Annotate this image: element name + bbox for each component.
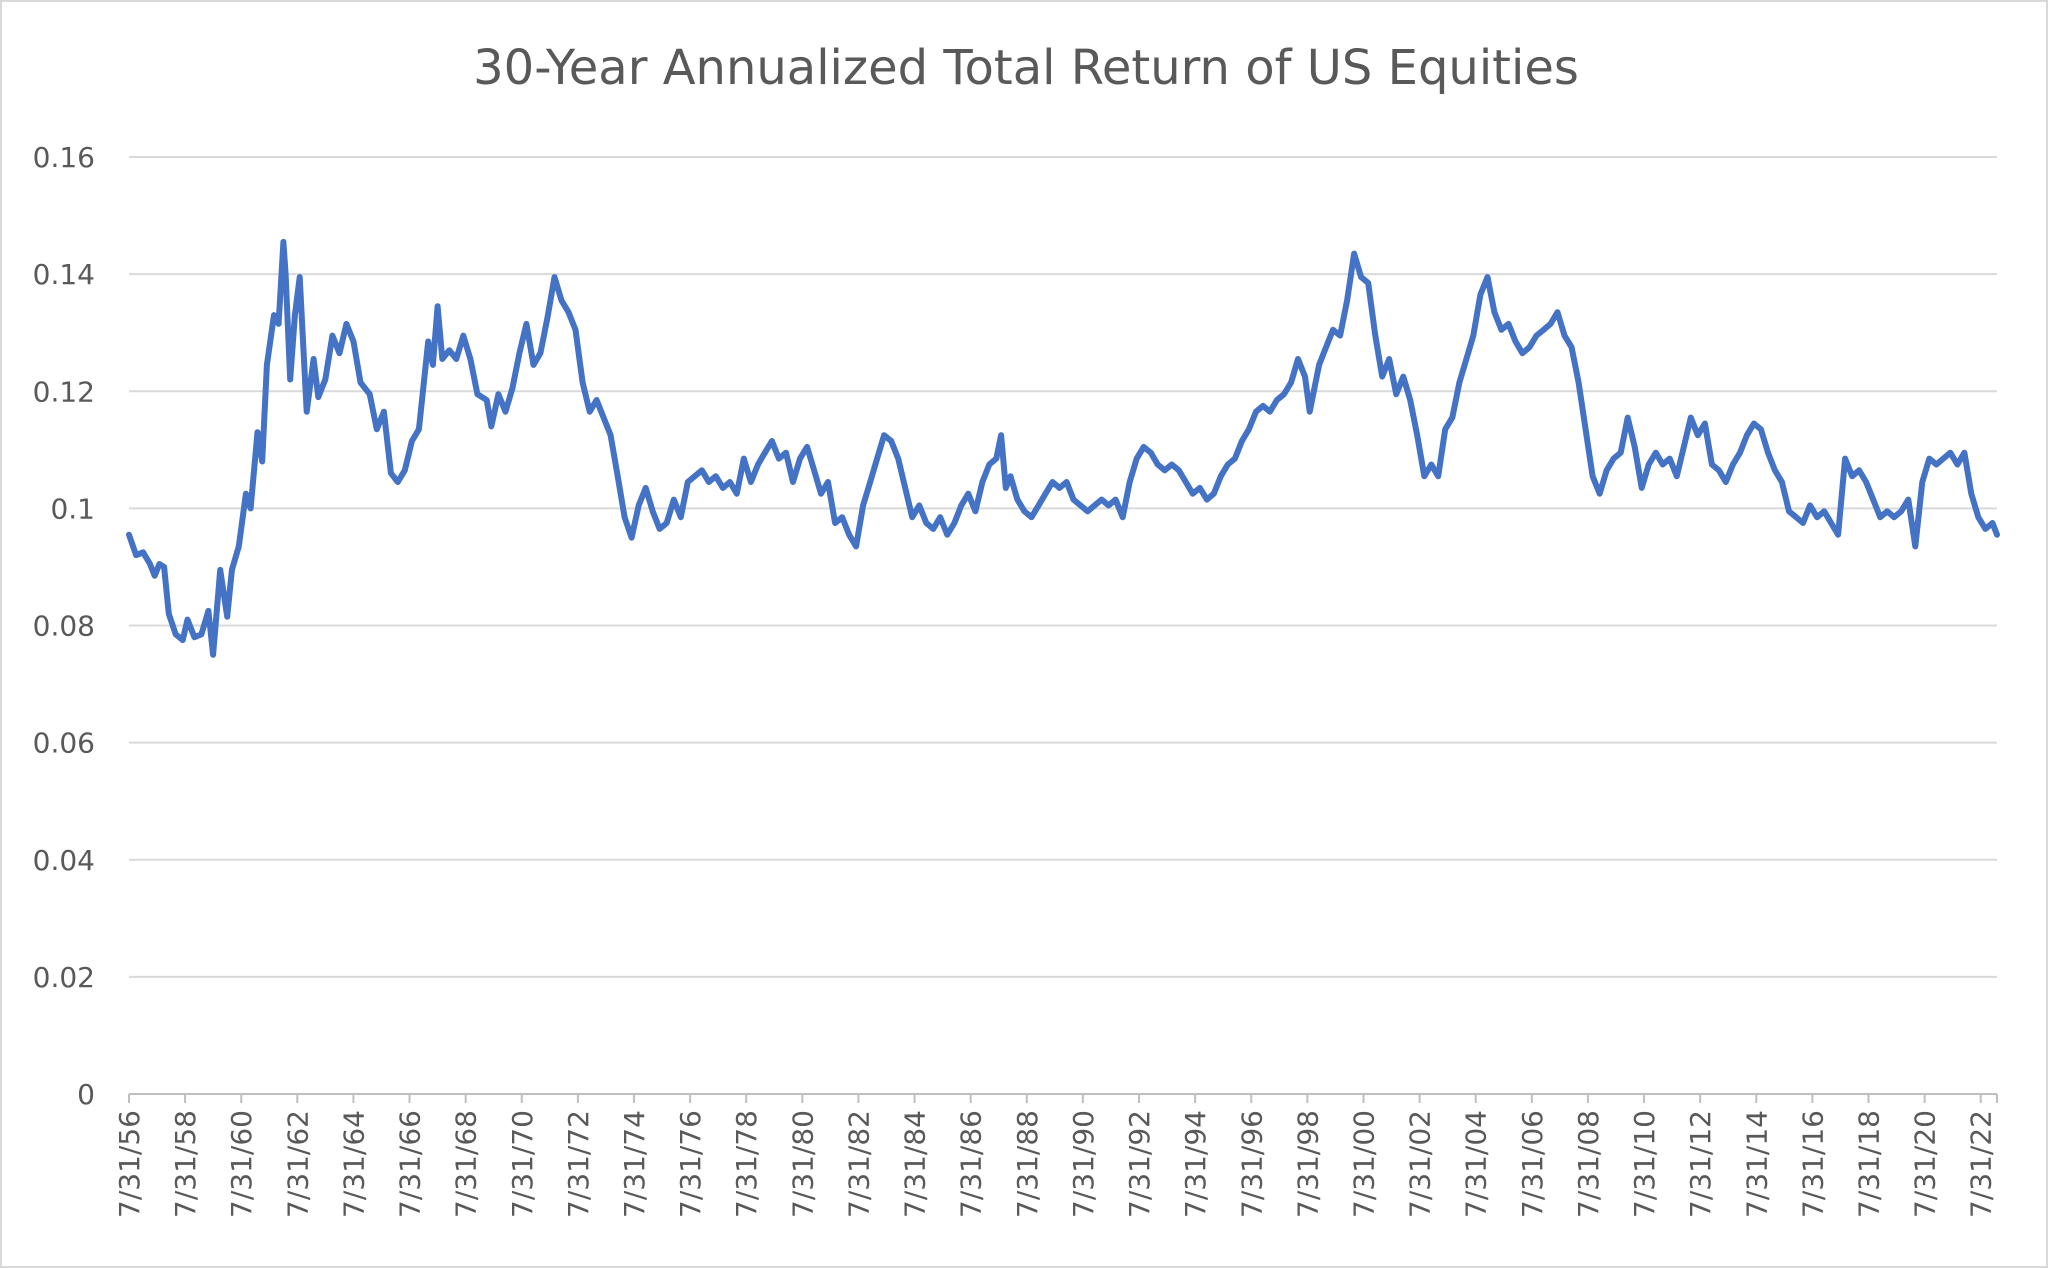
x-tick-labels: 7/31/56 7/31/58 7/31/60 7/31/62 7/31/64 7/31/… [113, 1110, 1998, 1218]
x-tick-label: 7/31/64 [337, 1110, 370, 1218]
y-tick-label: 0.1 [50, 492, 95, 525]
x-tick-label: 7/31/04 [1460, 1110, 1493, 1218]
x-tick-label: 7/31/14 [1740, 1110, 1773, 1218]
x-tick-label: 7/31/82 [842, 1110, 875, 1218]
y-tick-label: 0.14 [33, 258, 95, 291]
x-tick-label: 7/31/92 [1123, 1110, 1156, 1218]
x-tick-label: 7/31/22 [1965, 1110, 1998, 1218]
x-tick-label: 7/31/90 [1067, 1110, 1100, 1218]
x-tick-label: 7/31/68 [450, 1110, 483, 1218]
y-tick-label: 0.16 [33, 141, 95, 174]
x-tick-label: 7/31/08 [1572, 1110, 1605, 1218]
x-tick-label: 7/31/62 [281, 1110, 314, 1218]
x-tick-label: 7/31/66 [394, 1110, 427, 1218]
chart-title: 30-Year Annualized Total Return of US Eq… [473, 40, 1579, 96]
x-tick-label: 7/31/80 [786, 1110, 819, 1218]
y-tick-label: 0.12 [33, 375, 95, 408]
x-tick-label: 7/31/84 [899, 1110, 932, 1218]
x-tick-label: 7/31/56 [113, 1110, 146, 1218]
x-tick-label: 7/31/86 [955, 1110, 988, 1218]
x-tick-label: 7/31/96 [1235, 1110, 1268, 1218]
series-layer [126, 238, 2000, 658]
x-tick-label: 7/31/06 [1516, 1110, 1549, 1218]
x-tick-label: 7/31/16 [1796, 1110, 1829, 1218]
y-tick-label: 0.02 [33, 961, 95, 994]
y-tick-label: 0 [77, 1078, 95, 1111]
x-tick-label: 7/31/78 [730, 1110, 763, 1218]
x-tick-label: 7/31/20 [1909, 1110, 1942, 1218]
x-tick-label: 7/31/72 [562, 1110, 595, 1218]
x-tick-label: 7/31/58 [169, 1110, 202, 1218]
x-tick-label: 7/31/74 [618, 1110, 651, 1218]
x-tick-label: 7/31/70 [506, 1110, 539, 1218]
x-tick-label: 7/31/88 [1011, 1110, 1044, 1218]
y-tick-label: 0.06 [33, 727, 95, 760]
x-tick-label: 7/31/02 [1404, 1110, 1437, 1218]
x-tick-label: 7/31/60 [225, 1110, 258, 1218]
y-tick-label: 0.04 [33, 844, 95, 877]
series-line [126, 238, 2000, 658]
x-tick-label: 7/31/10 [1628, 1110, 1661, 1218]
x-tick-label: 7/31/76 [674, 1110, 707, 1218]
y-tick-label: 0.08 [33, 610, 95, 643]
x-tick-label: 7/31/18 [1852, 1110, 1885, 1218]
y-axis: 0 0.02 0.04 0.06 0.08 0.1 0.12 0.14 0.16 [33, 141, 95, 1111]
x-tick-label: 7/31/94 [1179, 1110, 1212, 1218]
x-tick-label: 7/31/00 [1348, 1110, 1381, 1218]
x-tick-label: 7/31/12 [1684, 1110, 1717, 1218]
x-axis [128, 1093, 1998, 1103]
gridlines [129, 156, 1997, 978]
x-tick-label: 7/31/98 [1291, 1110, 1324, 1218]
